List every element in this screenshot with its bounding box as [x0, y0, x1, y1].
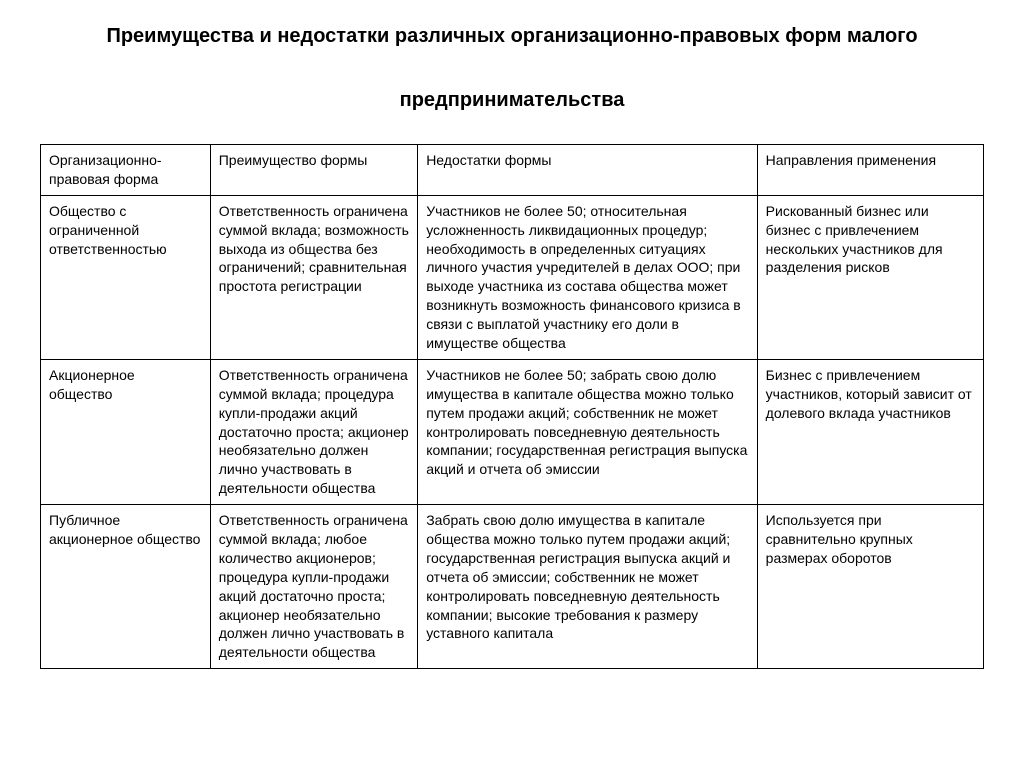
table-header-row: Организационно-правовая форма Преимущест… — [41, 145, 984, 196]
col-header: Направления применения — [757, 145, 983, 196]
table-row: Акционерное общество Ответственность огр… — [41, 359, 984, 504]
col-header: Преимущество формы — [210, 145, 417, 196]
cell: Публичное акционерное общество — [41, 505, 211, 669]
cell: Рискованный бизнес или бизнес с привлече… — [757, 195, 983, 359]
cell: Забрать свою долю имущества в капитале о… — [418, 505, 757, 669]
cell: Ответственность огра­ничена суммой вклад… — [210, 195, 417, 359]
cell: Общество с ограниченной ответственностью — [41, 195, 211, 359]
cell: Участников не более 50; относительная ус… — [418, 195, 757, 359]
cell: Ответственность огра­ничена суммой вклад… — [210, 505, 417, 669]
title-line2: предпринимательства — [400, 89, 625, 111]
table-row: Публичное акционерное общество Ответстве… — [41, 505, 984, 669]
cell: Акционерное общество — [41, 359, 211, 504]
cell: Используется при сравнительно крупных ра… — [757, 505, 983, 669]
forms-table: Организационно-правовая форма Преимущест… — [40, 144, 984, 669]
cell: Участников не более 50; забрать свою дол… — [418, 359, 757, 504]
table-row: Общество с ограниченной ответственностью… — [41, 195, 984, 359]
col-header: Недостатки формы — [418, 145, 757, 196]
cell: Ответственность огра­ничена суммой вклад… — [210, 359, 417, 504]
page-title: Преимущества и недостатки различных орга… — [40, 20, 984, 116]
cell: Бизнес с привлечением участников, которы… — [757, 359, 983, 504]
col-header: Организационно-правовая форма — [41, 145, 211, 196]
title-line1: Преимущества и недостатки различных орга… — [106, 25, 917, 47]
